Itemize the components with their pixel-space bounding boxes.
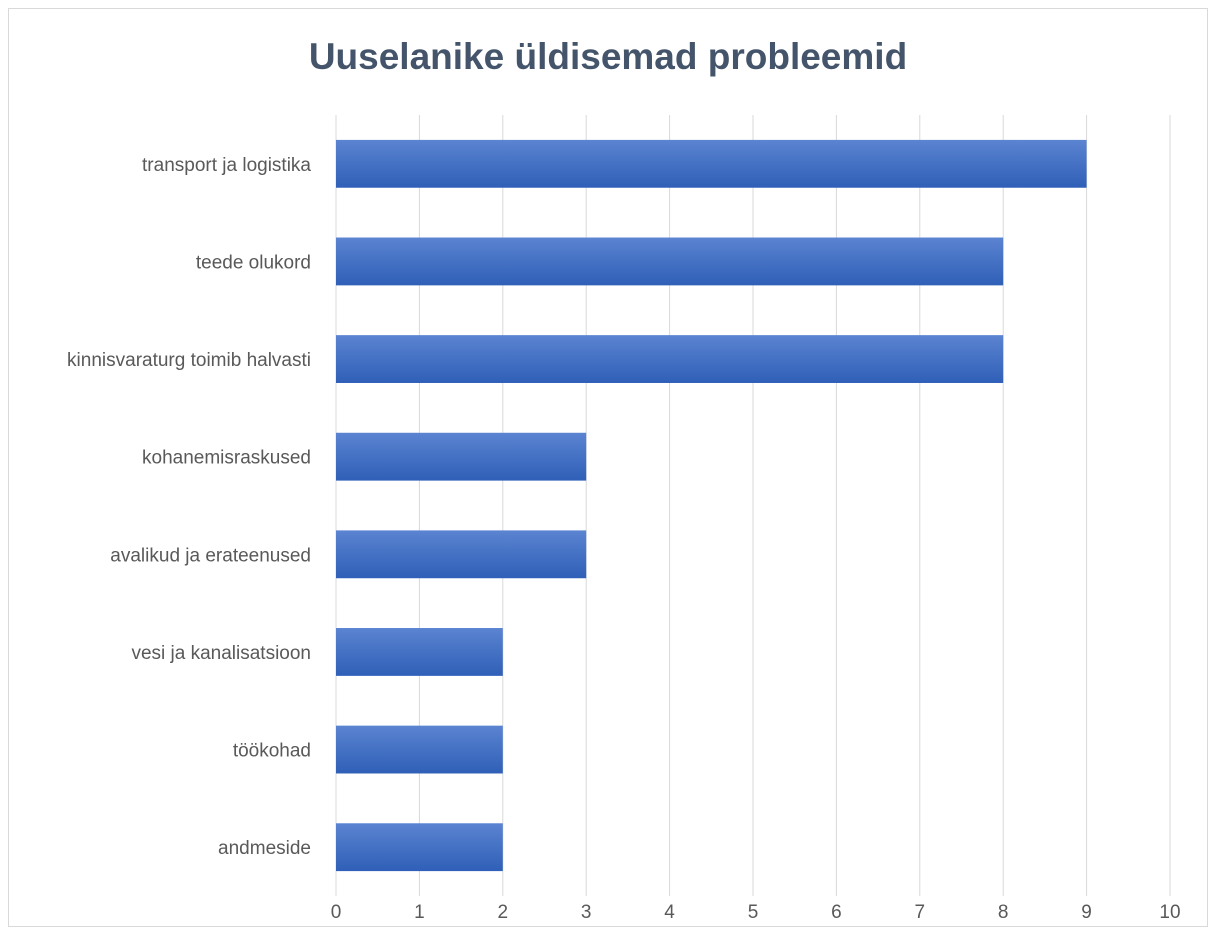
category-label-2: teede olukord (196, 252, 311, 273)
x-tick-label-8: 8 (998, 902, 1009, 923)
x-tick-label-3: 3 (581, 902, 592, 923)
category-label-5: avalikud ja erateenused (110, 545, 311, 566)
category-label-1: transport ja logistika (142, 155, 311, 176)
bar-1 (336, 139, 1087, 188)
x-tick-label-10: 10 (1159, 902, 1180, 923)
bar-3 (336, 335, 1004, 383)
bar-6 (336, 628, 503, 676)
category-label-8: andmeside (218, 838, 311, 859)
gridlines (335, 115, 1171, 896)
x-tick-label-0: 0 (331, 902, 342, 923)
x-tick-label-6: 6 (831, 902, 842, 923)
chart-title: Uuselanike üldisemad probleemid (309, 36, 907, 77)
category-label-7: töökohad (233, 741, 311, 762)
bar-7 (336, 725, 503, 774)
x-tick-label-5: 5 (748, 902, 759, 923)
bar-5 (336, 530, 587, 579)
bar-4 (336, 432, 587, 481)
bar-8 (336, 823, 503, 872)
x-tick-label-7: 7 (915, 902, 926, 923)
x-tick-label-2: 2 (498, 902, 509, 923)
x-tick-label-4: 4 (664, 902, 675, 923)
bars (336, 139, 1087, 872)
category-label-3: kinnisvaraturg toimib halvasti (67, 350, 311, 371)
category-labels: transport ja logistika teede olukord kinni… (67, 155, 311, 859)
category-label-4: kohanemisraskused (142, 448, 311, 469)
category-label-6: vesi ja kanalisatsioon (131, 643, 311, 664)
bar-2 (336, 237, 1004, 286)
x-axis-tick-labels: 0 1 2 3 4 5 6 7 8 9 10 (331, 902, 1181, 923)
x-tick-label-1: 1 (414, 902, 425, 923)
x-tick-label-9: 9 (1081, 902, 1092, 923)
